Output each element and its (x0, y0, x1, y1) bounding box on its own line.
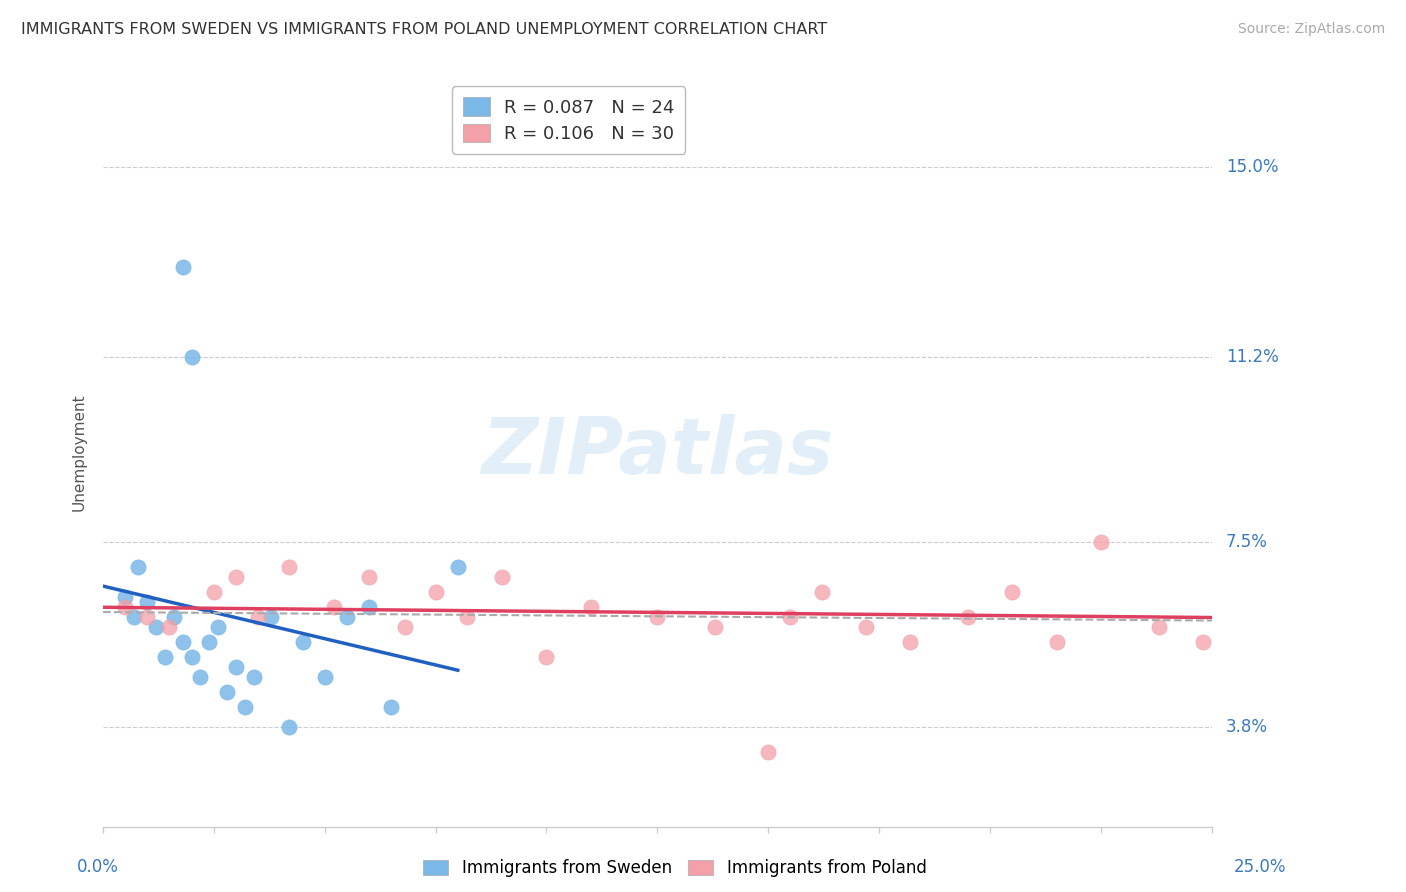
Point (225, 660, 247, 674)
Point (122, 610, 145, 624)
Text: 0.0%: 0.0% (77, 858, 120, 876)
Point (198, 635, 221, 649)
Point (136, 595, 159, 609)
Text: Source: ZipAtlas.com: Source: ZipAtlas.com (1237, 22, 1385, 37)
Point (159, 620, 181, 634)
Point (127, 560, 149, 574)
Point (898, 635, 921, 649)
Point (394, 620, 416, 634)
Text: 7.5%: 7.5% (1226, 533, 1268, 551)
Point (114, 600, 136, 615)
Point (579, 600, 602, 615)
Point (956, 610, 979, 624)
Point (136, 610, 159, 624)
Point (779, 610, 801, 624)
Point (172, 635, 194, 649)
Point (114, 590, 136, 604)
Point (153, 650, 176, 665)
Text: 3.8%: 3.8% (1226, 718, 1268, 736)
Point (247, 610, 270, 624)
Point (756, 745, 779, 759)
Text: 25.0%: 25.0% (1234, 858, 1286, 876)
Point (291, 635, 314, 649)
Point (322, 600, 344, 615)
Point (456, 610, 478, 624)
Point (810, 585, 832, 599)
Point (1192, 635, 1215, 649)
Text: IMMIGRANTS FROM SWEDEN VS IMMIGRANTS FROM POLAND UNEMPLOYMENT CORRELATION CHART: IMMIGRANTS FROM SWEDEN VS IMMIGRANTS FRO… (21, 22, 827, 37)
Point (336, 610, 359, 624)
Point (425, 585, 447, 599)
Point (1001, 585, 1024, 599)
Point (190, 670, 212, 684)
Point (202, 585, 225, 599)
Point (647, 610, 669, 624)
Point (145, 620, 167, 634)
Point (536, 650, 558, 665)
Y-axis label: Unemployment: Unemployment (72, 393, 86, 511)
Point (1147, 620, 1170, 634)
Point (180, 350, 202, 364)
Legend: R = 0.087   N = 24, R = 0.106   N = 30: R = 0.087 N = 24, R = 0.106 N = 30 (451, 87, 686, 154)
Point (260, 610, 283, 624)
Text: 11.2%: 11.2% (1226, 348, 1278, 367)
Point (447, 560, 470, 574)
Point (242, 670, 264, 684)
Point (380, 700, 402, 714)
Point (163, 610, 186, 624)
Point (172, 260, 194, 275)
Point (278, 560, 301, 574)
Legend: Immigrants from Sweden, Immigrants from Poland: Immigrants from Sweden, Immigrants from … (416, 853, 934, 884)
Point (855, 620, 877, 634)
Point (1090, 535, 1112, 549)
Point (225, 570, 247, 584)
Point (357, 570, 380, 584)
Point (207, 620, 229, 634)
Point (1046, 635, 1069, 649)
Point (217, 685, 239, 699)
Point (357, 600, 380, 615)
Point (180, 650, 202, 665)
Text: ZIPatlas: ZIPatlas (481, 414, 834, 490)
Point (491, 570, 513, 584)
Text: 15.0%: 15.0% (1226, 159, 1278, 177)
Point (704, 620, 727, 634)
Point (278, 720, 301, 734)
Point (233, 700, 256, 714)
Point (314, 670, 336, 684)
Point (1236, 570, 1258, 584)
Point (1209, 585, 1232, 599)
